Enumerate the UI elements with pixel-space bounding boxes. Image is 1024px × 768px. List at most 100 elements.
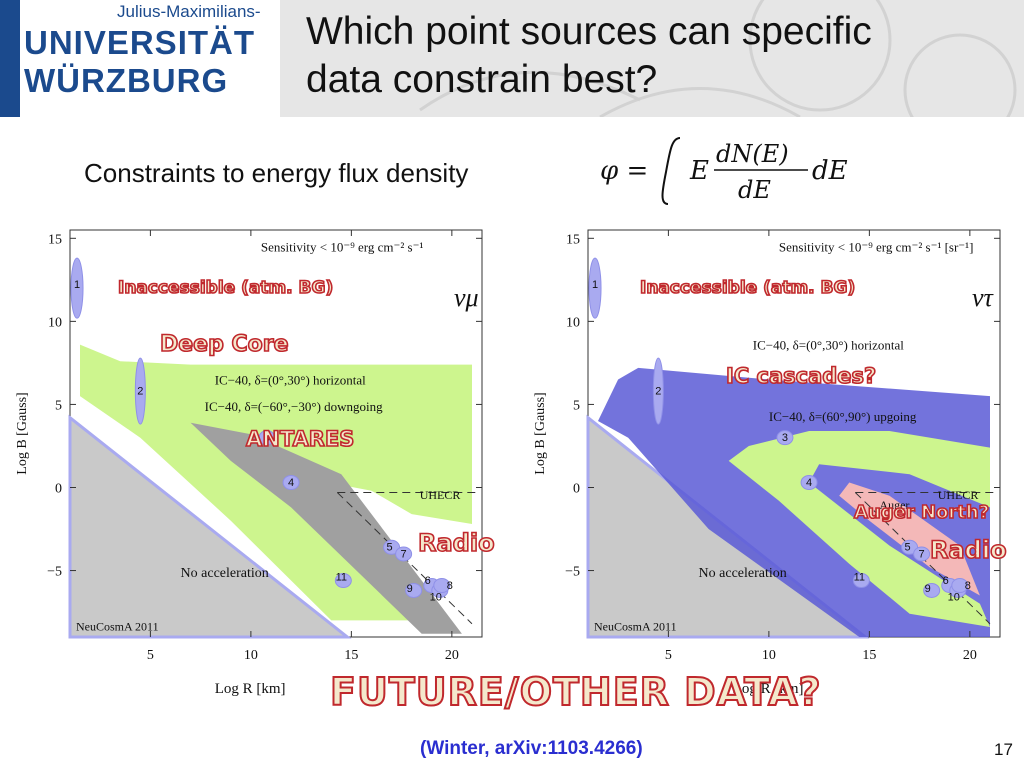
no-acceleration-label: No acceleration <box>181 566 269 581</box>
sensitivity-label: Sensitivity < 10⁻⁹ erg cm⁻² s⁻¹ [sr⁻¹] <box>779 240 973 255</box>
source-number-2: 2 <box>137 385 143 397</box>
hillas-plot-nutau: 1 2 3 4 5 6 7 8 9 10 11 Sensitivity < 10⁻⁹ erg cm⁻²… <box>533 229 1007 697</box>
formula-E: E <box>689 156 709 186</box>
hillas-plot-numu: 1 2 3 4 5 6 7 8 9 10 11 Sensitivity < 10⁻⁹ erg cm⁻²… <box>15 229 495 697</box>
x-tick-label: 10 <box>244 648 258 663</box>
source-ellipse-4 <box>800 475 818 491</box>
source-number-6: 6 <box>425 575 431 587</box>
university-logo: Julius-Maximilians- UNIVERSITÄT WÜRZBURG <box>0 0 280 117</box>
panel-nutau: 1 2 3 4 5 6 7 8 9 10 11 Sensitivity < 10⁻⁹ erg cm⁻²… <box>518 213 1024 703</box>
integral-sign <box>661 137 681 205</box>
formula-numerator: dN(E) <box>716 140 789 168</box>
source-number-10: 10 <box>948 591 960 603</box>
source-ellipse-10 <box>433 578 451 594</box>
x-axis-label: Log R [km] <box>215 681 286 697</box>
x-tick-label: 15 <box>862 648 876 663</box>
y-tick-label: 15 <box>566 232 580 247</box>
source-ellipse-10 <box>951 578 969 594</box>
title-line1: Which point sources can specific <box>306 10 872 53</box>
source-ellipse-2 <box>134 357 146 425</box>
x-tick-label: 15 <box>344 648 358 663</box>
x-tick-label: 10 <box>762 648 776 663</box>
source-ellipse-5 <box>383 539 401 555</box>
source-number-3: 3 <box>264 432 270 444</box>
uhecr-label: UHECR <box>938 488 979 502</box>
source-number-9: 9 <box>407 583 413 595</box>
ic-downgoing-label: IC−40, δ=(−60°,−30°) downgoing <box>205 399 384 414</box>
source-number-10: 10 <box>430 591 442 603</box>
energy-flux-formula: φ = E dN(E) dE dE <box>600 137 848 205</box>
logo-line1: Julius-Maximilians- <box>117 2 261 21</box>
source-number-4: 4 <box>806 477 812 489</box>
source-number-7: 7 <box>919 548 925 560</box>
antares-label: ANTARES <box>246 427 354 451</box>
source-ellipse-1 <box>588 257 602 319</box>
source-number-9: 9 <box>925 583 931 595</box>
auger-north-label: Auger North? <box>854 502 989 523</box>
source-ellipse-9 <box>405 582 423 598</box>
title-line2: data constrain best? <box>306 58 658 101</box>
source-ellipse-3 <box>776 430 794 446</box>
source-number-4: 4 <box>288 477 294 489</box>
formula-lhs: φ = <box>600 156 648 186</box>
formula-tail: dE <box>812 156 848 186</box>
source-ellipse-5 <box>901 539 919 555</box>
y-tick-label: 15 <box>48 232 62 247</box>
ic-horizontal-label: IC−40, δ=(0°,30°) horizontal <box>215 372 366 387</box>
y-tick-label: 0 <box>573 481 580 496</box>
source-ellipse-3 <box>258 430 276 446</box>
y-tick-label: 5 <box>55 398 62 413</box>
y-axis-label: Log B [Gauss] <box>15 392 30 474</box>
sensitivity-label: Sensitivity < 10⁻⁹ erg cm⁻² s⁻¹ <box>261 240 424 255</box>
ic-cascades-label: IC cascades? <box>726 364 876 388</box>
source-number-1: 1 <box>592 279 598 291</box>
flavor-label: νμ <box>454 283 479 312</box>
page-number: 17 <box>994 740 1013 759</box>
source-ellipse-7 <box>913 546 931 562</box>
y-tick-label: 10 <box>566 315 580 330</box>
panel-numu: 1 2 3 4 5 6 7 8 9 10 11 Sensitivity < 10⁻⁹ erg cm⁻²… <box>0 213 500 703</box>
inaccessible-label: Inaccessible (atm. BG) <box>118 278 333 298</box>
slide-title: Which point sources can specific data co… <box>306 8 1006 104</box>
source-ellipse-1 <box>70 257 84 319</box>
x-tick-label: 5 <box>147 648 154 663</box>
source-number-6: 6 <box>943 575 949 587</box>
formula-denominator: dE <box>738 176 771 204</box>
source-number-1: 1 <box>74 279 80 291</box>
source-ellipse-11 <box>334 573 352 589</box>
credit-label: NeuCosmA 2011 <box>76 619 159 633</box>
auger-label: Auger <box>879 498 909 512</box>
ic-upgoing-region <box>728 431 990 627</box>
future-data-label: FUTURE/OTHER DATA? <box>329 669 822 715</box>
source-number-3: 3 <box>782 432 788 444</box>
uhecr-label: UHECR <box>420 488 461 502</box>
x-tick-label: 20 <box>963 648 977 663</box>
source-number-8: 8 <box>965 580 971 592</box>
source-ellipse-7 <box>395 546 413 562</box>
y-axis-label: Log B [Gauss] <box>533 392 548 474</box>
x-tick-label: 5 <box>665 648 672 663</box>
logo-line3: WÜRZBURG <box>24 62 229 99</box>
y-tick-label: 10 <box>48 315 62 330</box>
header-band: Julius-Maximilians- UNIVERSITÄT WÜRZBURG… <box>0 0 1024 117</box>
inaccessible-label: Inaccessible (atm. BG) <box>640 278 855 298</box>
source-number-5: 5 <box>904 542 910 554</box>
ic-horizontal-label: IC−40, δ=(0°,30°) horizontal <box>753 338 904 353</box>
y-tick-label: −5 <box>47 565 62 580</box>
y-tick-label: 5 <box>573 398 580 413</box>
radio-label: Radio <box>418 529 495 557</box>
source-ellipse-4 <box>282 475 300 491</box>
source-number-11: 11 <box>336 572 347 584</box>
source-ellipse-11 <box>852 573 870 589</box>
ic-upgoing-label: IC−40, δ=(60°,90°) upgoing <box>769 409 917 424</box>
credit-label: NeuCosmA 2011 <box>594 619 677 633</box>
logo-blue-bar <box>0 0 20 117</box>
flavor-label: ντ <box>972 283 995 312</box>
source-number-2: 2 <box>655 385 661 397</box>
y-tick-label: −5 <box>565 565 580 580</box>
deep-core-label: Deep Core <box>160 332 289 357</box>
x-tick-label: 20 <box>445 648 459 663</box>
source-ellipse-2 <box>652 357 664 425</box>
ic-downgoing-region <box>190 422 462 634</box>
source-number-8: 8 <box>447 580 453 592</box>
